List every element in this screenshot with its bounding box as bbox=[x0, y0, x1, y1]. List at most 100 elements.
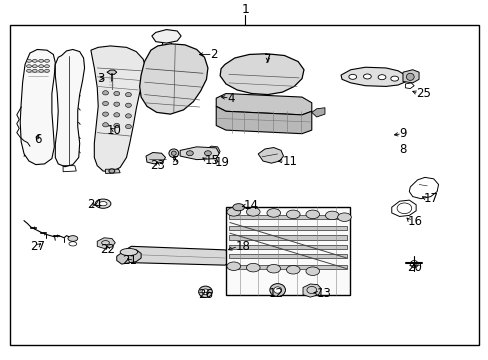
Text: 13: 13 bbox=[316, 287, 331, 300]
Text: 18: 18 bbox=[235, 240, 250, 253]
Text: 7: 7 bbox=[264, 53, 271, 66]
Ellipse shape bbox=[39, 69, 43, 72]
Ellipse shape bbox=[286, 210, 300, 219]
Text: 10: 10 bbox=[106, 123, 121, 137]
Text: 22: 22 bbox=[100, 243, 115, 256]
Ellipse shape bbox=[363, 74, 370, 79]
Ellipse shape bbox=[44, 69, 49, 72]
Text: 27: 27 bbox=[30, 240, 45, 253]
Polygon shape bbox=[55, 49, 84, 167]
Ellipse shape bbox=[325, 211, 338, 220]
Ellipse shape bbox=[44, 65, 49, 68]
Ellipse shape bbox=[114, 123, 120, 128]
Polygon shape bbox=[180, 147, 219, 159]
Ellipse shape bbox=[114, 113, 120, 117]
Polygon shape bbox=[117, 250, 141, 264]
Ellipse shape bbox=[273, 287, 281, 293]
Ellipse shape bbox=[102, 102, 108, 105]
Text: 2: 2 bbox=[210, 48, 218, 61]
Text: 15: 15 bbox=[204, 154, 219, 167]
Text: 26: 26 bbox=[198, 288, 213, 301]
Polygon shape bbox=[107, 70, 117, 75]
Bar bbox=[228, 254, 346, 258]
Text: 17: 17 bbox=[423, 192, 438, 205]
Text: 14: 14 bbox=[243, 199, 258, 212]
Ellipse shape bbox=[337, 213, 350, 221]
Polygon shape bbox=[20, 49, 55, 165]
Ellipse shape bbox=[114, 102, 120, 106]
Ellipse shape bbox=[226, 208, 240, 216]
Ellipse shape bbox=[305, 267, 319, 275]
Ellipse shape bbox=[246, 208, 260, 216]
Ellipse shape bbox=[68, 236, 78, 241]
Ellipse shape bbox=[125, 125, 131, 129]
Text: 12: 12 bbox=[268, 287, 283, 300]
Ellipse shape bbox=[246, 264, 260, 272]
Text: 4: 4 bbox=[227, 92, 234, 105]
Ellipse shape bbox=[202, 289, 208, 294]
Ellipse shape bbox=[406, 73, 413, 80]
Polygon shape bbox=[146, 153, 165, 164]
Ellipse shape bbox=[99, 202, 107, 206]
Polygon shape bbox=[97, 238, 115, 248]
Polygon shape bbox=[216, 106, 311, 134]
Ellipse shape bbox=[114, 91, 120, 96]
Ellipse shape bbox=[226, 262, 240, 270]
Ellipse shape bbox=[204, 151, 211, 156]
Text: 20: 20 bbox=[406, 261, 421, 274]
Polygon shape bbox=[216, 94, 311, 115]
Ellipse shape bbox=[109, 169, 115, 173]
Text: 25: 25 bbox=[415, 87, 430, 100]
Ellipse shape bbox=[266, 209, 280, 217]
Polygon shape bbox=[105, 169, 120, 174]
Ellipse shape bbox=[390, 76, 398, 81]
Ellipse shape bbox=[32, 65, 37, 68]
Ellipse shape bbox=[39, 65, 43, 68]
Ellipse shape bbox=[269, 284, 285, 296]
Text: 3: 3 bbox=[97, 72, 104, 85]
Text: 16: 16 bbox=[407, 215, 422, 228]
Polygon shape bbox=[123, 246, 232, 265]
Polygon shape bbox=[311, 108, 325, 117]
Ellipse shape bbox=[286, 266, 300, 274]
Text: 5: 5 bbox=[171, 154, 179, 167]
Ellipse shape bbox=[186, 151, 193, 156]
Text: 8: 8 bbox=[399, 143, 406, 156]
Text: 6: 6 bbox=[34, 133, 41, 146]
Bar bbox=[228, 235, 346, 239]
Bar bbox=[228, 215, 346, 219]
Ellipse shape bbox=[32, 59, 37, 62]
Bar bbox=[225, 207, 349, 294]
Bar bbox=[228, 265, 346, 269]
Ellipse shape bbox=[348, 75, 356, 79]
Ellipse shape bbox=[102, 123, 108, 127]
Text: 1: 1 bbox=[241, 4, 249, 17]
Ellipse shape bbox=[44, 59, 49, 62]
Polygon shape bbox=[91, 46, 146, 172]
Ellipse shape bbox=[120, 248, 138, 256]
Text: 19: 19 bbox=[214, 156, 229, 168]
Text: 9: 9 bbox=[399, 127, 406, 140]
Ellipse shape bbox=[26, 69, 31, 72]
Ellipse shape bbox=[171, 151, 176, 156]
Bar bbox=[228, 226, 346, 230]
Bar bbox=[228, 245, 346, 249]
Text: 11: 11 bbox=[282, 154, 297, 167]
Polygon shape bbox=[258, 148, 283, 163]
Text: 24: 24 bbox=[87, 198, 102, 211]
Polygon shape bbox=[152, 30, 181, 43]
Ellipse shape bbox=[305, 210, 319, 219]
Ellipse shape bbox=[266, 265, 280, 273]
Ellipse shape bbox=[32, 69, 37, 72]
Polygon shape bbox=[220, 54, 304, 95]
Polygon shape bbox=[402, 70, 418, 83]
Text: 23: 23 bbox=[150, 159, 165, 172]
Polygon shape bbox=[204, 146, 220, 157]
Polygon shape bbox=[303, 284, 321, 297]
Ellipse shape bbox=[125, 103, 131, 107]
Ellipse shape bbox=[39, 59, 43, 62]
Ellipse shape bbox=[168, 149, 178, 157]
Polygon shape bbox=[140, 44, 207, 114]
Ellipse shape bbox=[125, 114, 131, 118]
Ellipse shape bbox=[198, 286, 212, 297]
